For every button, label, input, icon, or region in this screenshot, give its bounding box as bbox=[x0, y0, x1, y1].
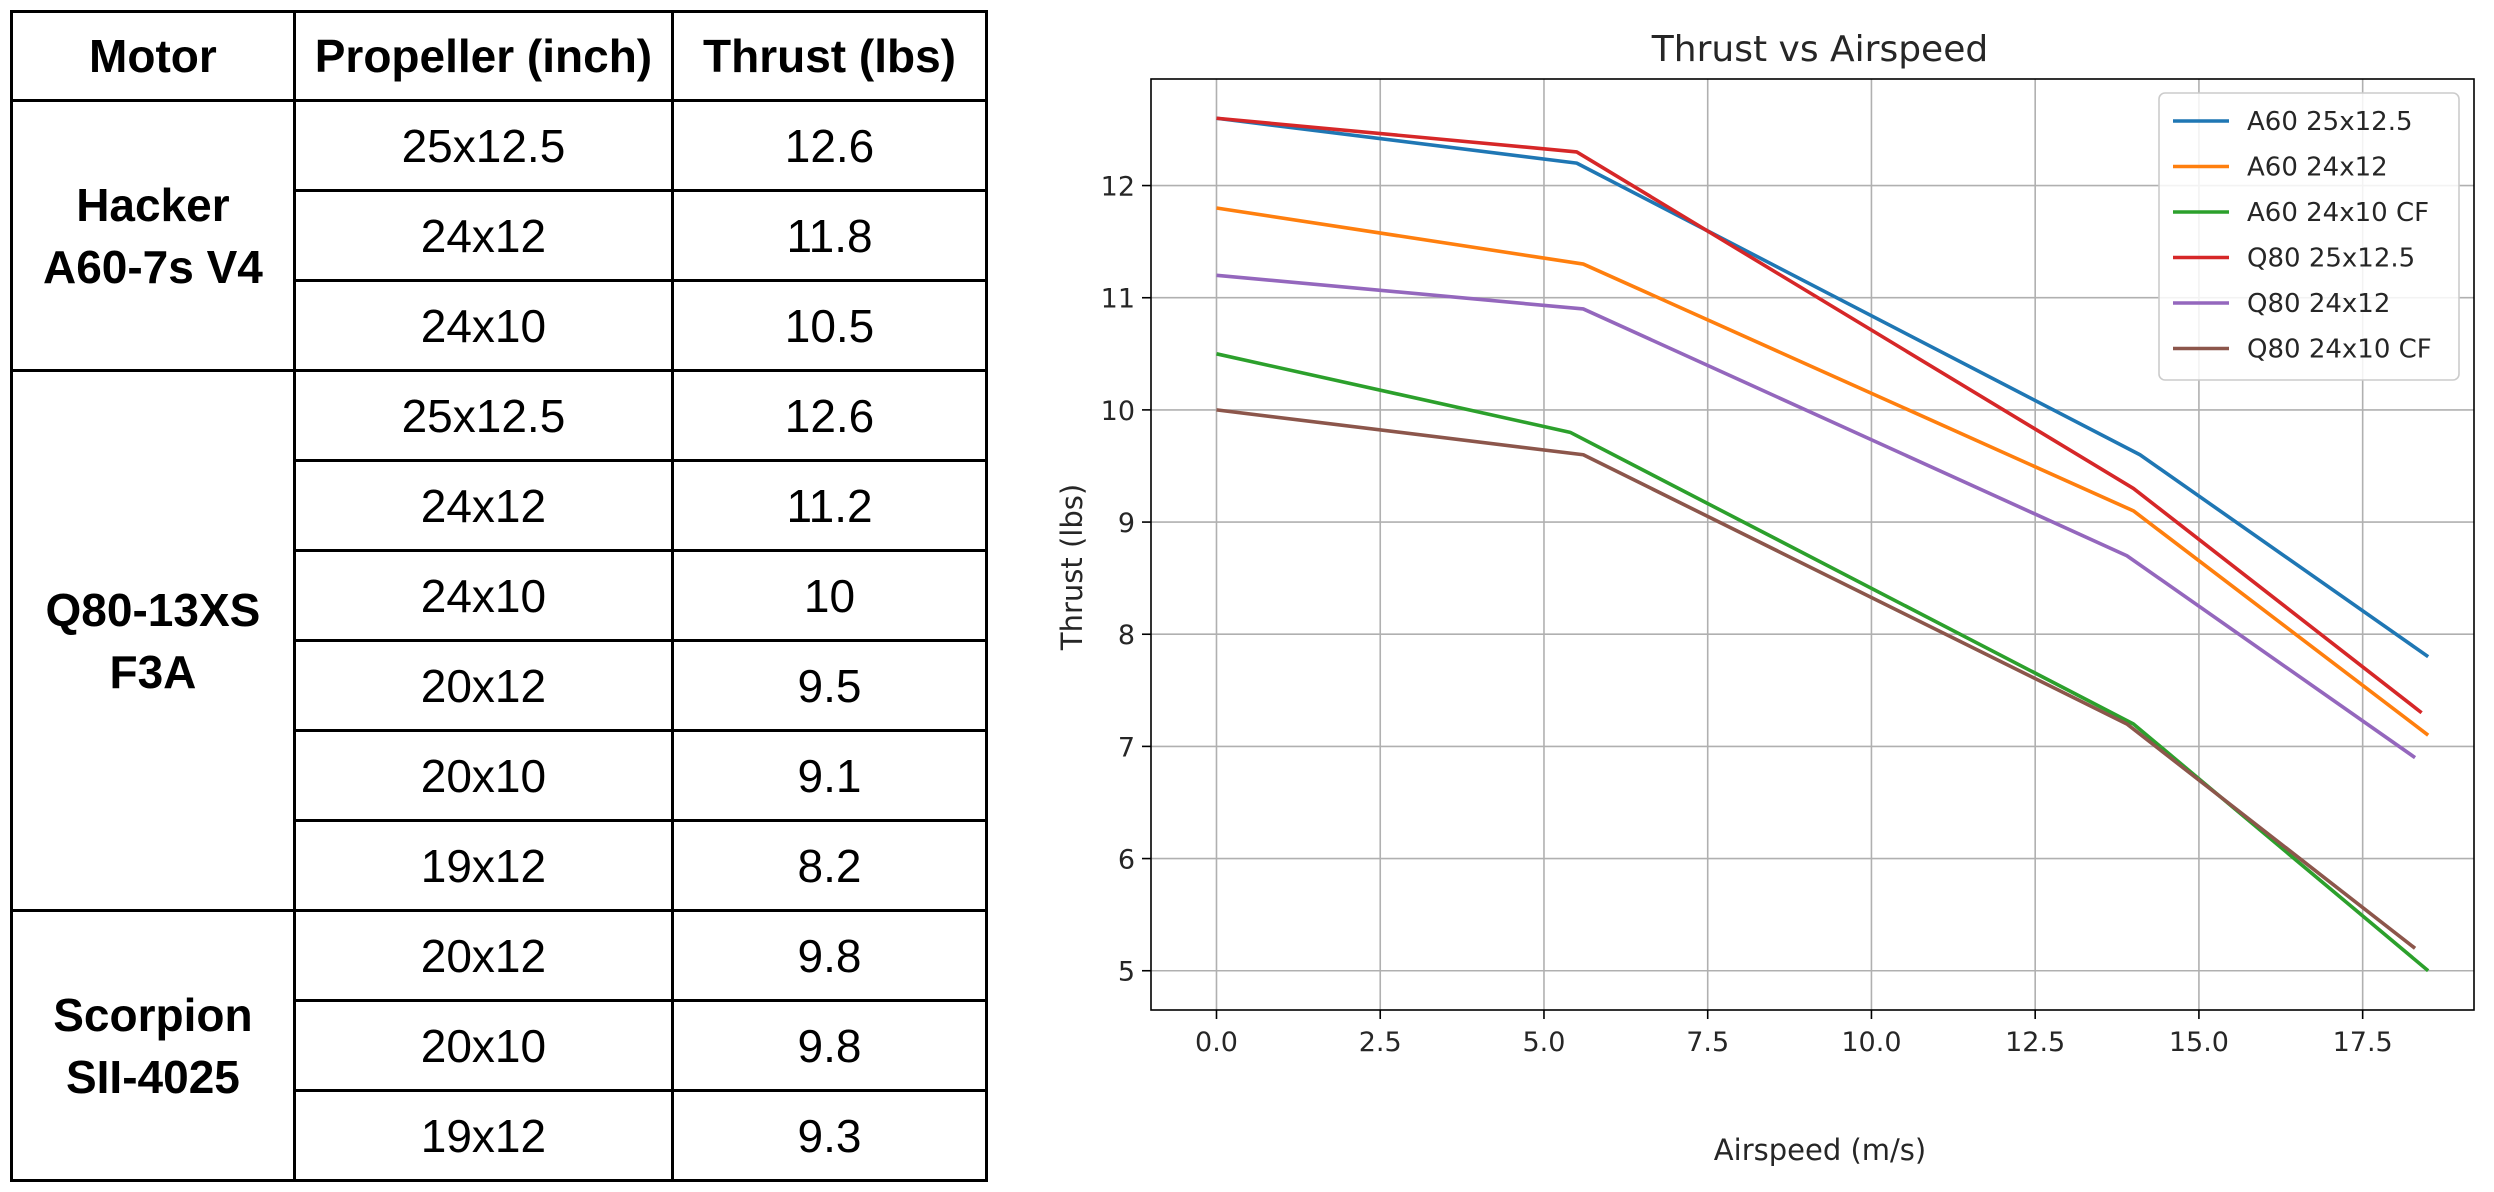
table-row: 19x12 8.2 bbox=[12, 819, 988, 912]
motor-name-line: F3A bbox=[109, 645, 197, 698]
x-tick-label: 12.5 bbox=[2005, 1027, 2065, 1058]
axis-ticks: 0.0 2.5 5.0 7.5 10.0 12.5 15.0 17.5 5 6 7 8 9 10 11 12 bbox=[1101, 172, 2393, 1058]
y-tick-label: 12 bbox=[1101, 172, 1135, 203]
y-axis-label: Thrust (lbs) bbox=[1055, 484, 1089, 651]
legend-label: A60 24x12 bbox=[2247, 153, 2388, 183]
propeller-cell: 19x12 bbox=[292, 819, 675, 912]
x-tick-label: 0.0 bbox=[1195, 1027, 1238, 1058]
y-tick-label: 6 bbox=[1118, 845, 1135, 876]
thrust-cell: 9.8 bbox=[671, 909, 988, 1002]
table-row: Hacker A60-7s V4 25x12.5 12.6 bbox=[10, 99, 988, 372]
legend-label: Q80 24x12 bbox=[2247, 289, 2390, 319]
header-propeller: Propeller (inch) bbox=[292, 10, 675, 102]
thrust-cell: 11.2 bbox=[671, 459, 988, 552]
x-axis-label: Airspeed (m/s) bbox=[1714, 1133, 1926, 1167]
legend-label: A60 25x12.5 bbox=[2247, 107, 2413, 137]
propeller-cell: 25x12.5 bbox=[292, 99, 675, 192]
legend-box bbox=[2158, 92, 2460, 381]
propeller-cell: 20x12 bbox=[292, 639, 675, 732]
y-tick-label: 11 bbox=[1101, 284, 1135, 315]
motor-name-line: A60-7s V4 bbox=[42, 240, 263, 293]
x-tick-label: 15.0 bbox=[2169, 1027, 2229, 1058]
thrust-cell: 12.6 bbox=[671, 99, 988, 192]
chart-title: Thrust vs Airspeed bbox=[1651, 29, 1988, 70]
thrust-vs-airspeed-chart: 0.0 2.5 5.0 7.5 10.0 12.5 15.0 17.556789101112 … bbox=[1055, 29, 2475, 1167]
table-header-row: Motor Propeller (inch) Thrust (lbs) bbox=[10, 10, 988, 102]
motor-name-line: Scorpion bbox=[53, 988, 253, 1041]
propeller-cell: 20x10 bbox=[292, 999, 675, 1092]
y-tick-label: 5 bbox=[1118, 957, 1135, 988]
series-line-q80-24x12 bbox=[1216, 273, 2417, 760]
thrust-cell: 9.1 bbox=[671, 729, 988, 822]
table-row: 24x10 10.5 bbox=[12, 279, 988, 372]
propeller-cell: 24x10 bbox=[292, 279, 675, 372]
propeller-cell: 19x12 bbox=[292, 1089, 675, 1182]
table-row: 20x12 9.5 bbox=[12, 639, 988, 732]
legend-label: Q80 24x10 CF bbox=[2247, 335, 2432, 365]
y-tick-label: 8 bbox=[1118, 620, 1135, 651]
motor-name-cell: Q80-13XS F3A bbox=[10, 369, 296, 912]
thrust-cell: 8.2 bbox=[671, 819, 988, 912]
x-tick-label: 10.0 bbox=[1841, 1027, 1901, 1058]
table-row: Scorpion SII-4025 20x12 9.8 bbox=[10, 909, 988, 1182]
table-row: 24x12 11.2 bbox=[12, 459, 988, 552]
table-row: 20x10 9.1 bbox=[12, 729, 988, 822]
motor-thrust-table: Motor Propeller (inch) Thrust (lbs) Hack… bbox=[10, 10, 988, 1182]
series-line-a60-24x10-cf bbox=[1216, 352, 2430, 973]
header-motor: Motor bbox=[10, 10, 296, 102]
header-thrust: Thrust (lbs) bbox=[671, 10, 988, 102]
plot-frame bbox=[1150, 78, 2475, 1011]
motor-name-cell: Scorpion SII-4025 bbox=[10, 909, 296, 1182]
series-line-a60-24x12 bbox=[1216, 206, 2430, 737]
thrust-cell: 10 bbox=[671, 549, 988, 642]
table-row: 19x12 9.3 bbox=[12, 1089, 988, 1182]
propeller-cell: 20x12 bbox=[292, 909, 675, 1002]
series-lines bbox=[1216, 116, 2430, 973]
propeller-cell: 24x12 bbox=[292, 189, 675, 282]
x-tick-label: 7.5 bbox=[1686, 1027, 1729, 1058]
table-body: Hacker A60-7s V4 25x12.5 12.6 24x12 11.8 24x10… bbox=[10, 99, 988, 1182]
motor-name-line: Hacker bbox=[76, 178, 230, 231]
thrust-cell: 10.5 bbox=[671, 279, 988, 372]
table-row: Q80-13XS F3A 25x12.5 12.6 bbox=[10, 369, 988, 912]
y-tick-label: 7 bbox=[1118, 732, 1135, 763]
legend-label: Q80 25x12.5 bbox=[2247, 244, 2415, 274]
series-line-q80-24x10-cf bbox=[1216, 408, 2417, 950]
propeller-cell: 25x12.5 bbox=[292, 369, 675, 462]
table-row: 24x12 11.8 bbox=[12, 189, 988, 282]
thrust-cell: 9.8 bbox=[671, 999, 988, 1092]
x-tick-label: 2.5 bbox=[1359, 1027, 1402, 1058]
legend: A60 25x12.5 A60 24x12 A60 24x10 CF Q80 25x1… bbox=[2158, 92, 2460, 381]
y-tick-label: 10 bbox=[1101, 396, 1135, 427]
propeller-cell: 24x12 bbox=[292, 459, 675, 552]
y-tick-label: 9 bbox=[1118, 508, 1135, 539]
thrust-cell: 9.5 bbox=[671, 639, 988, 732]
x-tick-label: 17.5 bbox=[2333, 1027, 2393, 1058]
thrust-cell: 12.6 bbox=[671, 369, 988, 462]
thrust-cell: 9.3 bbox=[671, 1089, 988, 1182]
motor-name-line: Q80-13XS bbox=[45, 583, 261, 636]
motor-name-line: SII-4025 bbox=[65, 1050, 240, 1103]
series-line-a60-25x12-5 bbox=[1216, 116, 2430, 659]
table-row: 24x10 10 bbox=[12, 549, 988, 642]
legend-label: A60 24x10 CF bbox=[2247, 198, 2429, 228]
thrust-cell: 11.8 bbox=[671, 189, 988, 282]
motor-name-cell: Hacker A60-7s V4 bbox=[10, 99, 296, 372]
x-tick-label: 5.0 bbox=[1522, 1027, 1565, 1058]
series-line-q80-25x12-5 bbox=[1216, 116, 2423, 715]
propeller-cell: 24x10 bbox=[292, 549, 675, 642]
propeller-cell: 20x10 bbox=[292, 729, 675, 822]
table-row: 20x10 9.8 bbox=[12, 999, 988, 1092]
